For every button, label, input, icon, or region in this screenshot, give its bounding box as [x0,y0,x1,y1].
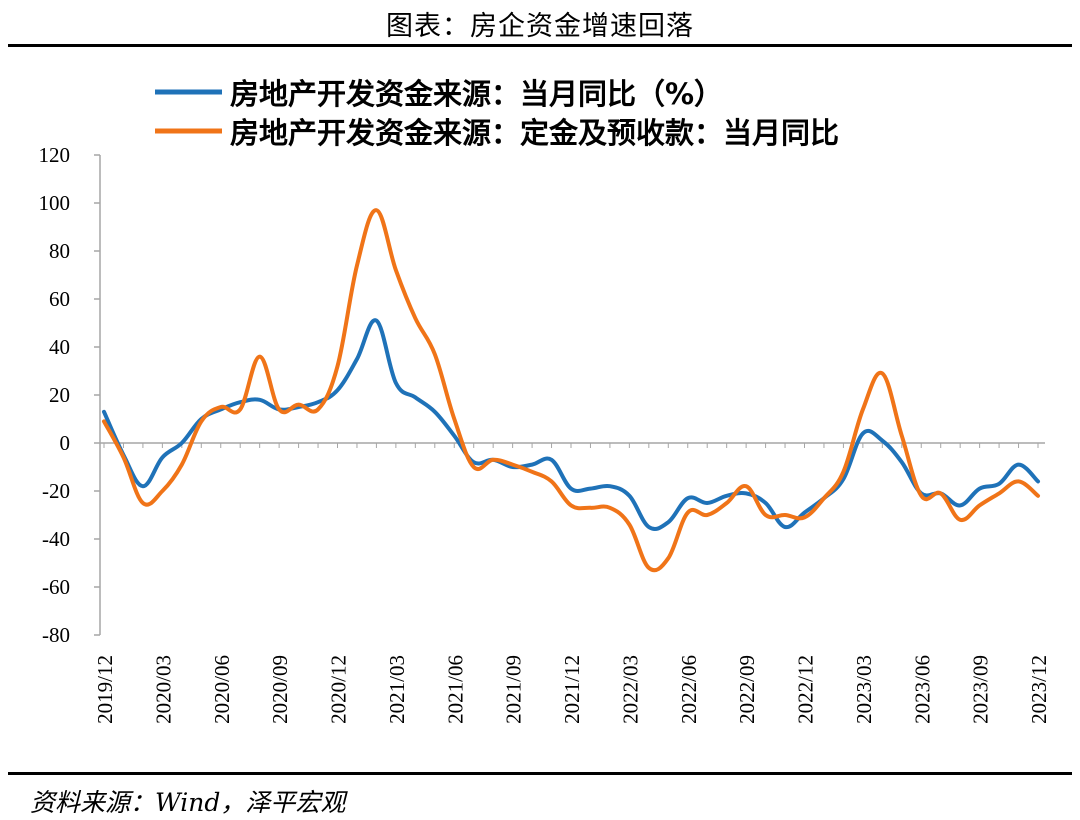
y-tick-label: 0 [60,431,71,455]
y-tick-label: -80 [42,623,70,647]
x-tick-label: 2021/06 [443,655,467,724]
y-tick-label: 120 [39,143,71,167]
x-tick-label: 2020/03 [151,655,175,724]
x-tick-label: 2020/12 [327,655,351,724]
figure-title: 图表：房企资金增速回落 [386,11,694,42]
x-tick-label: 2023/06 [910,655,934,724]
x-tick-label: 2021/09 [502,655,526,724]
x-tick-label: 2023/03 [852,655,876,724]
y-tick-label: 60 [49,287,70,311]
legend-label-orange: 房地产开发资金来源：定金及预收款：当月同比 [230,116,839,150]
x-tick-label: 2021/03 [385,655,409,724]
y-tick-label: 40 [49,335,70,359]
y-tick-label: 80 [49,239,70,263]
x-tick-label: 2023/09 [969,655,993,724]
x-tick-label: 2022/03 [618,655,642,724]
y-tick-label: -20 [42,479,70,503]
bottom-rule [8,772,1072,775]
y-tick-label: 100 [39,191,71,215]
series-line-orange [102,208,1040,573]
x-tick-label: 2020/09 [268,655,292,724]
y-tick-label: -60 [42,575,70,599]
top-rule [8,44,1072,47]
x-tick-label: 2019/12 [93,655,117,724]
legend-label-blue: 房地产开发资金来源：当月同比（%） [230,77,723,111]
axes: 120 100 80 60 40 20 0 -20 -40 -60 -80 2019/12 2020/0… [39,143,1052,724]
y-tick-label: 20 [49,383,70,407]
x-tick-label: 2021/12 [560,655,584,724]
x-tick-label: 2023/12 [1027,655,1051,724]
plot-area [102,208,1040,573]
x-tick-label: 2022/09 [735,655,759,724]
y-tick-label: -40 [42,527,70,551]
x-tick-label: 2020/06 [210,655,234,724]
x-tick-label: 2022/06 [677,655,701,724]
legend: 房地产开发资金来源：当月同比（%） 房地产开发资金来源：定金及预收款：当月同比 [155,77,839,150]
source-note: 资料来源：Wind，泽平宏观 [30,788,346,817]
series-line-blue [102,318,1040,532]
x-tick-label: 2022/12 [794,655,818,724]
